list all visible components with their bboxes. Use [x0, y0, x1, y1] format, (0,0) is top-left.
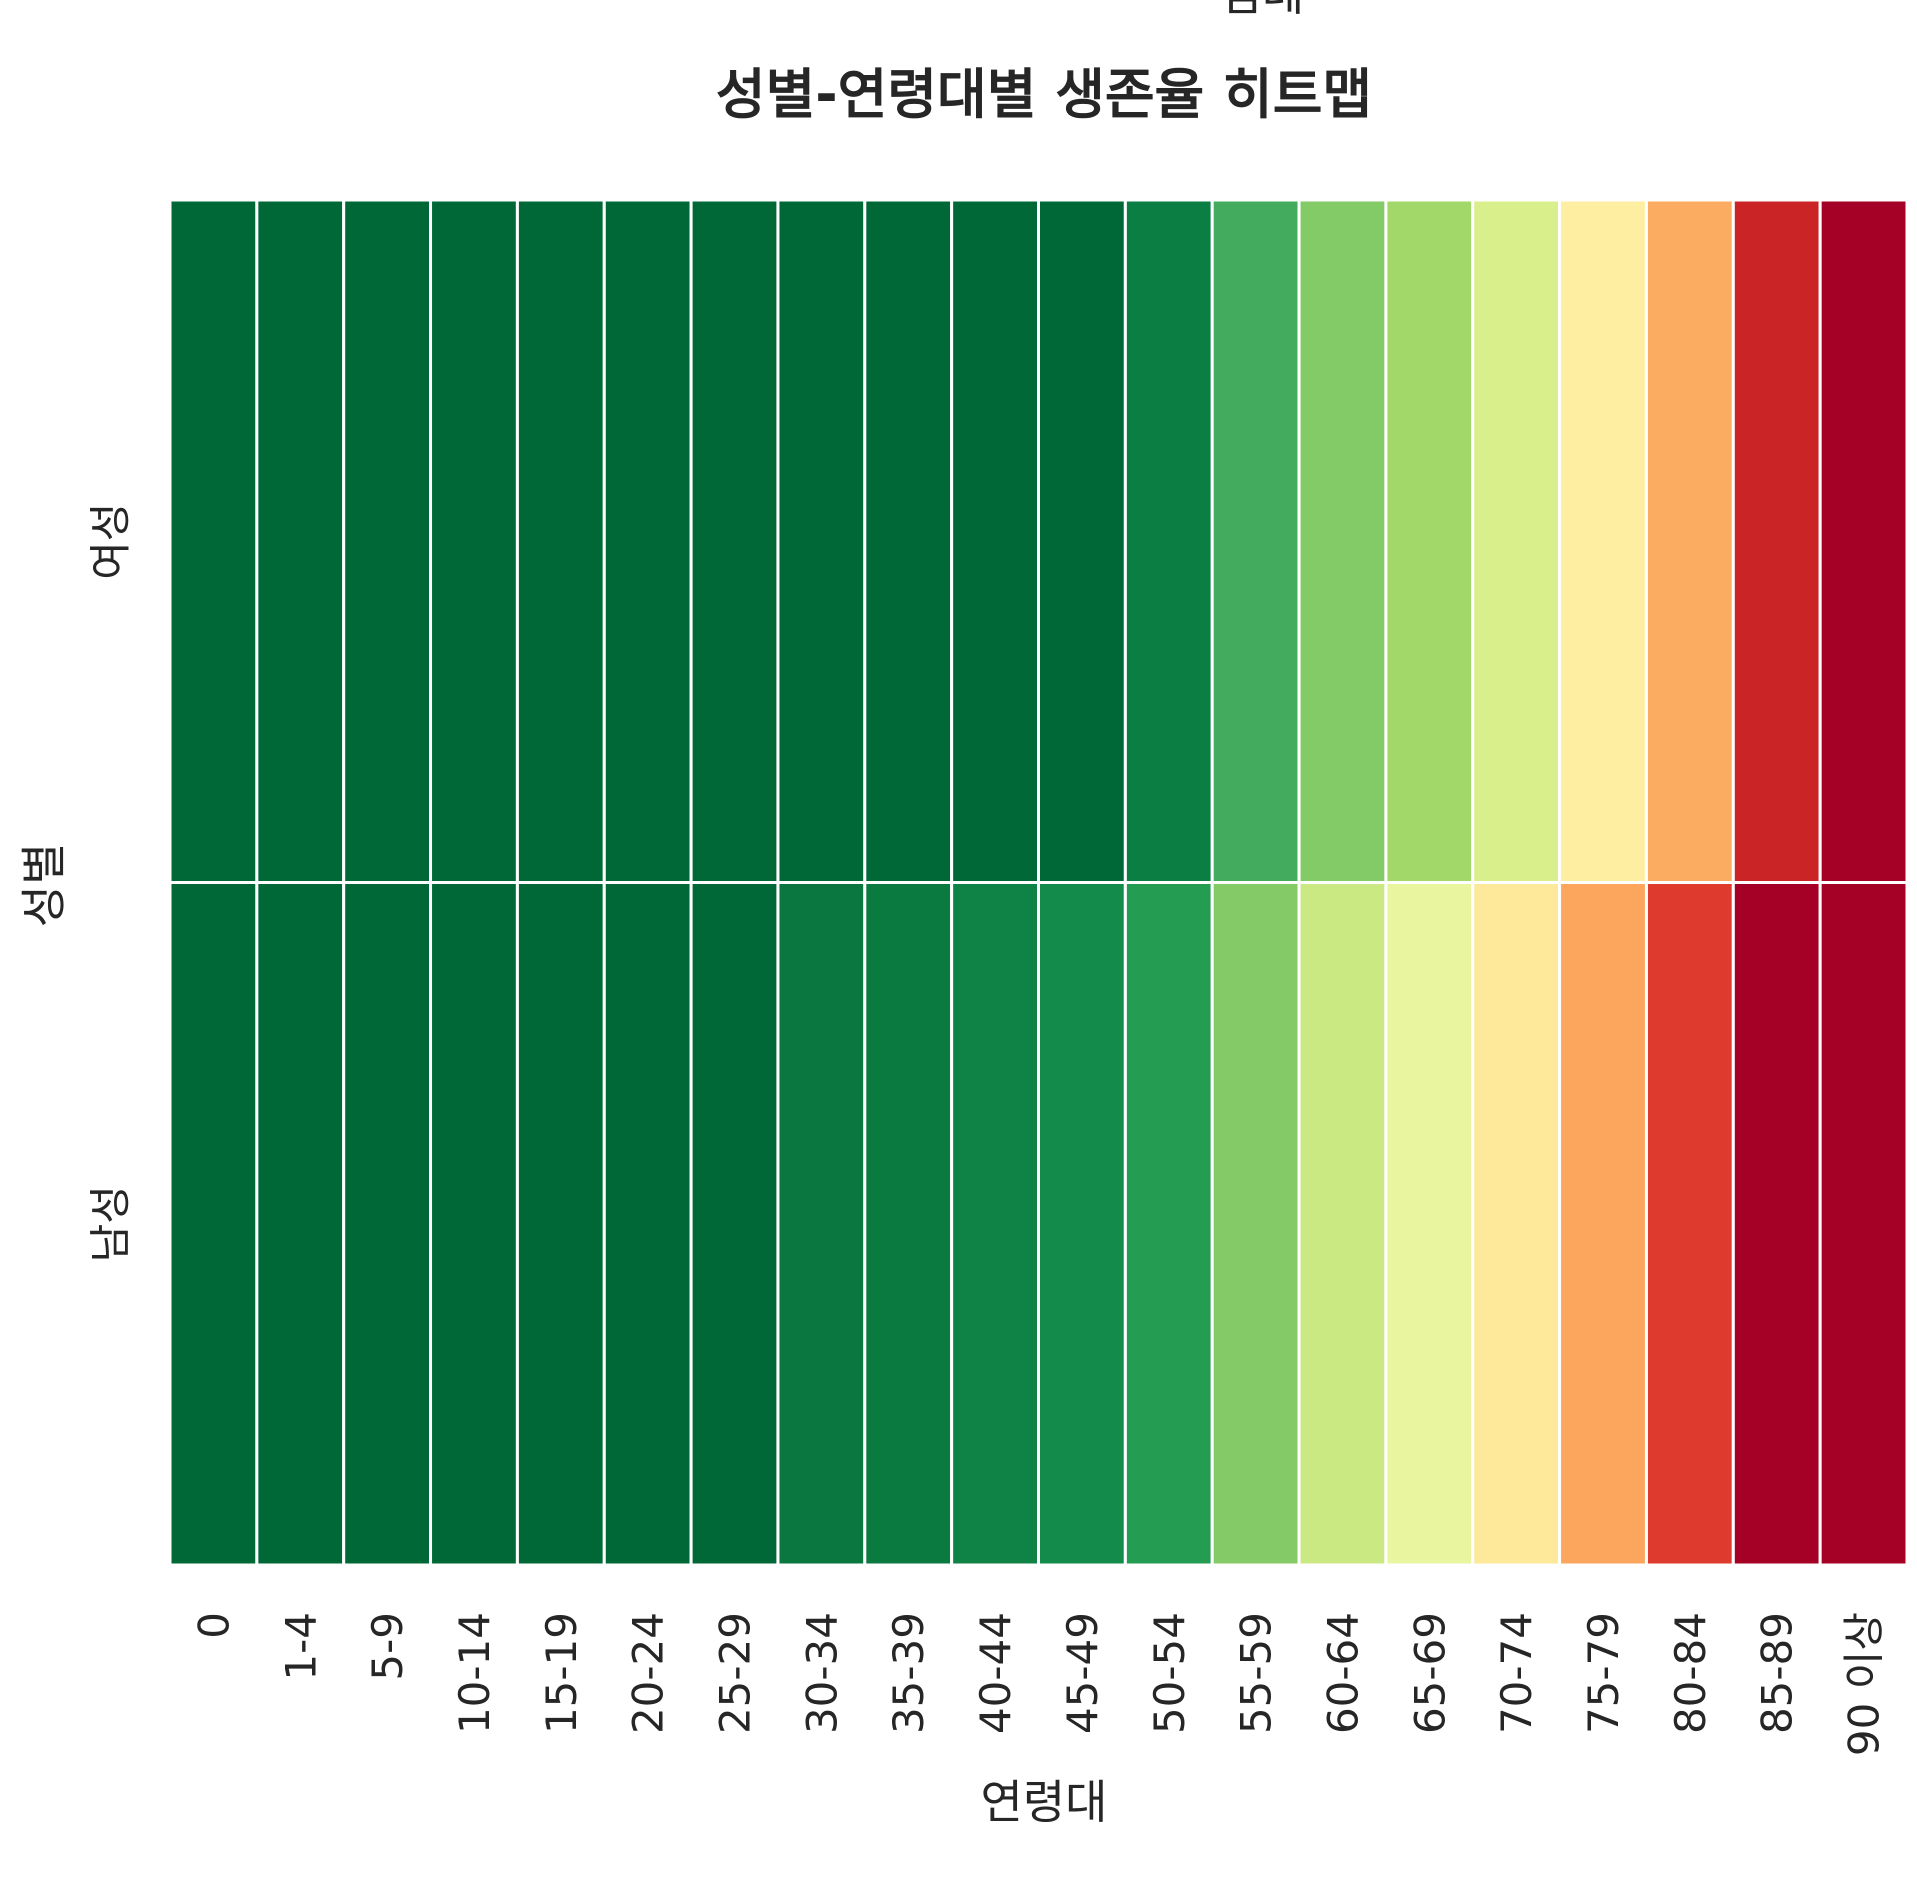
- heatmap-cell: [1731, 881, 1822, 1567]
- y-tick-label: 여성: [86, 503, 135, 580]
- heatmap-cell: [1644, 881, 1735, 1567]
- y-axis-label: 성별: [17, 843, 71, 928]
- x-tick-label: 35-39: [884, 1612, 933, 1734]
- x-tick-label: 40-44: [971, 1612, 1020, 1734]
- heatmap-cell: [342, 198, 433, 884]
- heatmap-cell: [950, 881, 1041, 1567]
- x-tick-label: 10-14: [450, 1612, 499, 1734]
- heatmap-cell: [1731, 198, 1822, 884]
- heatmap-cell: [863, 198, 954, 884]
- x-tick-label: 65-69: [1405, 1612, 1454, 1734]
- x-tick-label: 75-79: [1579, 1612, 1628, 1734]
- heatmap-cell: [342, 881, 433, 1567]
- x-tick-label: 50-54: [1145, 1612, 1194, 1734]
- heatmap-cell: [776, 881, 867, 1567]
- heatmap-cell: [1210, 198, 1301, 884]
- heatmap-cell: [1471, 198, 1562, 884]
- x-tick-labels: 0 1-4 5-9 10-14 15-19 20-24 25-29 30-34 35-39 40-…: [189, 1612, 1888, 1756]
- heatmap-cell: [429, 881, 519, 1567]
- heatmap-cell: [1297, 881, 1388, 1567]
- x-tick-label: 45-49: [1058, 1612, 1107, 1734]
- heatmap-cell: [689, 198, 780, 884]
- x-tick-label: 25-29: [711, 1612, 760, 1734]
- heatmap-cell: [1037, 198, 1127, 884]
- chart-title: 성별-연령대별 생존율 히트맵: [716, 63, 1372, 126]
- y-tick-label: 남성: [86, 1185, 135, 1262]
- x-tick-label: 30-34: [797, 1612, 846, 1734]
- x-tick-label: 70-74: [1492, 1612, 1541, 1734]
- heatmap-cell: [515, 198, 606, 884]
- x-tick-label: 20-24: [624, 1612, 673, 1734]
- heatmap-cell: [602, 198, 693, 884]
- heatmap-cell: [1210, 881, 1301, 1567]
- heatmap-cell: [602, 881, 693, 1567]
- heatmap-cell: [689, 881, 780, 1567]
- heatmap-cell: [255, 198, 346, 884]
- x-tick-label: 1-4: [276, 1612, 325, 1681]
- heatmap-cell: [776, 198, 867, 884]
- heatmap-cell: [255, 881, 346, 1567]
- x-tick-label: 85-89: [1753, 1612, 1802, 1734]
- x-tick-label: 15-19: [537, 1612, 586, 1734]
- x-tick-label: 60-64: [1318, 1612, 1367, 1734]
- heatmap-cell: [1558, 198, 1648, 884]
- heatmap-cell: [515, 881, 606, 1567]
- heatmap-cell: [1037, 881, 1127, 1567]
- heatmap-cell: [168, 198, 259, 884]
- x-tick-label: 0: [189, 1612, 238, 1639]
- heatmap-cell: [1558, 881, 1648, 1567]
- heatmap-cell: [168, 881, 259, 1567]
- x-axis-label: 연령대: [981, 1775, 1108, 1829]
- heatmap-cell: [1297, 198, 1388, 884]
- x-tick-label: 90 이상: [1840, 1612, 1889, 1756]
- heatmap-cell: [1471, 881, 1562, 1567]
- x-tick-label: 80-84: [1666, 1612, 1715, 1734]
- heatmap-cells: [168, 198, 1909, 1567]
- heatmap-cell: [1384, 198, 1475, 884]
- heatmap-cell: [1818, 198, 1909, 884]
- x-tick-label: 5-9: [363, 1612, 412, 1681]
- heatmap-cell: [1384, 881, 1475, 1567]
- heatmap-cell: [429, 198, 519, 884]
- heatmap-cell: [863, 881, 954, 1567]
- heatmap-cell: [1123, 881, 1214, 1567]
- heatmap-cell: [1818, 881, 1909, 1567]
- heatmap-cell: [950, 198, 1041, 884]
- heatmap-cell: [1123, 198, 1214, 884]
- x-tick-label: 55-59: [1232, 1612, 1281, 1734]
- partial-top-text: 범례: [1220, 0, 1305, 21]
- heatmap-cell: [1644, 198, 1735, 884]
